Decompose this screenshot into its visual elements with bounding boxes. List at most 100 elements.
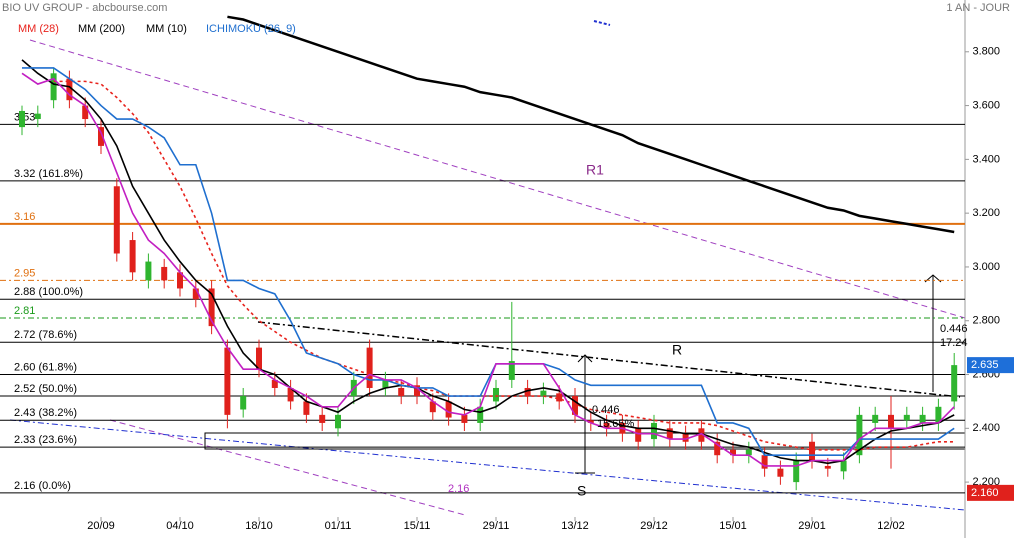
candle-body bbox=[287, 387, 294, 402]
candle-body bbox=[730, 449, 736, 456]
trend-line bbox=[109, 419, 466, 516]
resistance-line bbox=[257, 321, 961, 398]
y-tick-label: 3.600 bbox=[972, 99, 1000, 111]
candle-body bbox=[303, 401, 310, 415]
candle-body bbox=[840, 460, 847, 472]
candle-body bbox=[872, 414, 879, 423]
candle-body bbox=[192, 288, 199, 300]
candle-body bbox=[556, 393, 563, 402]
price-tag-label: 2.160 bbox=[971, 487, 999, 499]
level-label: 2.16 (0.0%) bbox=[14, 480, 71, 492]
candle-body bbox=[398, 387, 405, 397]
candle-body bbox=[603, 422, 610, 429]
x-tick-label: 29/11 bbox=[483, 520, 510, 532]
candle-body bbox=[98, 127, 104, 146]
candle-body bbox=[935, 406, 942, 423]
level-label: 2.52 (50.0%) bbox=[14, 383, 77, 395]
series-line bbox=[53, 80, 955, 451]
legend-entry: MM (28) bbox=[18, 23, 59, 35]
marker bbox=[593, 20, 611, 26]
candle-body bbox=[698, 428, 705, 442]
candle-body bbox=[508, 361, 515, 380]
legend-entry: ICHIMOKU (26, 9) bbox=[206, 23, 296, 35]
y-tick-label: 3.000 bbox=[972, 261, 1000, 273]
annotation: 2.16 bbox=[448, 483, 469, 495]
candle-body bbox=[256, 347, 262, 370]
candle-body bbox=[208, 288, 215, 327]
candle-body bbox=[919, 414, 926, 423]
candle-body bbox=[793, 460, 800, 483]
y-tick-label: 2.800 bbox=[972, 315, 1000, 327]
trend-line bbox=[9, 419, 966, 511]
trend-line bbox=[29, 39, 966, 319]
y-tick-label: 3.800 bbox=[972, 46, 1000, 58]
candle-body bbox=[82, 105, 89, 120]
candle-body bbox=[809, 441, 815, 461]
x-tick-label: 18/10 bbox=[245, 520, 273, 532]
level-label: 2.43 (38.2%) bbox=[14, 407, 77, 419]
series-line bbox=[227, 15, 955, 234]
candle-body bbox=[445, 401, 452, 418]
candle-body bbox=[951, 365, 958, 402]
candle-body bbox=[493, 387, 499, 402]
legend-entry: MM (200) bbox=[78, 23, 125, 35]
level-label: 2.60 (61.8%) bbox=[14, 361, 77, 373]
x-tick-label: 12/02 bbox=[877, 520, 905, 532]
price-tag bbox=[967, 484, 1014, 501]
candle-body bbox=[777, 468, 784, 477]
candle-body bbox=[572, 396, 578, 415]
price-tag-label: 2.635 bbox=[971, 359, 999, 371]
candle-body bbox=[34, 113, 41, 120]
x-tick-label: 04/10 bbox=[166, 520, 194, 532]
x-tick-label: 29/12 bbox=[640, 520, 668, 532]
candle-body bbox=[745, 449, 752, 456]
x-tick-label: 15/11 bbox=[404, 520, 431, 532]
annotation: R bbox=[672, 342, 682, 358]
level-label: 3.32 (161.8%) bbox=[14, 168, 83, 180]
candle-body bbox=[761, 455, 768, 469]
candle-body bbox=[540, 390, 547, 397]
candle-body bbox=[113, 186, 120, 254]
annotation: R1 bbox=[586, 162, 604, 178]
level-label: 2.81 bbox=[14, 305, 35, 317]
candle-body bbox=[161, 266, 168, 281]
candle-body bbox=[271, 379, 278, 388]
annotation: 0.446 bbox=[592, 404, 620, 416]
level-label: 2.72 (78.6%) bbox=[14, 329, 77, 341]
candle-body bbox=[477, 406, 484, 423]
candle-body bbox=[66, 78, 73, 101]
x-tick-label: 29/01 bbox=[798, 520, 826, 532]
series-line bbox=[21, 59, 955, 465]
candle-body bbox=[524, 387, 531, 397]
legend-entry: MM (10) bbox=[146, 23, 187, 35]
chart-title: BIO UV GROUP - abcbourse.com bbox=[2, 2, 167, 14]
candle-body bbox=[824, 465, 831, 469]
candle-body bbox=[129, 240, 136, 273]
candle-body bbox=[635, 428, 642, 442]
candle-body bbox=[335, 414, 341, 429]
level-label: 2.95 bbox=[14, 267, 35, 279]
candle-body bbox=[50, 73, 57, 101]
candle-body bbox=[145, 261, 152, 281]
measure-arrow bbox=[924, 274, 942, 283]
annotation: 15.65% bbox=[597, 418, 635, 430]
candle-body bbox=[224, 347, 231, 415]
measure-arrow bbox=[577, 354, 593, 363]
candle-body bbox=[587, 420, 594, 423]
annotation: S bbox=[577, 483, 586, 499]
candle-body bbox=[888, 414, 894, 429]
x-tick-label: 15/01 bbox=[719, 520, 747, 532]
candle-body bbox=[903, 414, 910, 421]
drawings bbox=[9, 0, 966, 538]
annotation: 17.24 bbox=[940, 337, 968, 349]
price-tag bbox=[967, 357, 1014, 374]
level-label: 3.16 bbox=[14, 211, 35, 223]
candle-body bbox=[366, 347, 373, 388]
y-tick-label: 3.400 bbox=[972, 153, 1000, 165]
x-tick-label: 20/09 bbox=[87, 520, 115, 532]
candle-body bbox=[414, 385, 420, 397]
candle-body bbox=[240, 396, 247, 410]
y-tick-label: 2.400 bbox=[972, 422, 1000, 434]
x-tick-label: 13/12 bbox=[561, 520, 589, 532]
